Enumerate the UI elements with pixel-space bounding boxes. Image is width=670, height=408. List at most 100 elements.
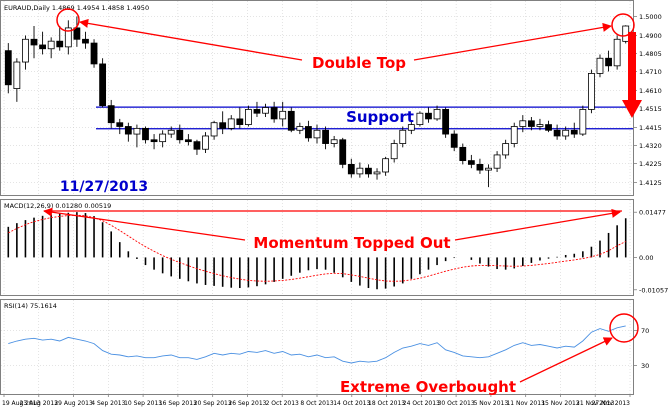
candle-body [545,124,552,131]
y-tick-label: 1.4225 [639,160,662,168]
x-tick-label: 19 Aug 2013 [2,400,41,407]
rsi-line [8,325,626,364]
double-top-label: Double Top [312,54,406,72]
candle-body [407,124,415,131]
candle-body [47,40,55,50]
x-tick-label: 16 Sep 2013 [159,400,197,407]
candle-body [502,143,510,156]
candle-body [570,129,578,135]
momentum-arrow-left [43,207,246,241]
candle-body [382,158,390,173]
candle-body [116,122,124,127]
candle-body [176,129,184,141]
overbought-label: Extreme Overbought [340,378,516,396]
candle-body [510,126,518,144]
double-top-arrow-right [413,22,612,61]
candle-body [124,126,132,135]
x-tick-label: 24 Oct 2013 [403,400,440,407]
candle-body [450,133,458,148]
candle-body [39,44,46,50]
x-tick-label: 23 Aug 2013 [20,400,59,407]
candle-body [416,112,424,125]
candle-body [262,107,269,114]
x-tick-label: 4 Sep 2013 [91,400,125,407]
macd-title: MACD(12,26,9) 0.01280 0.00519 [4,202,111,210]
x-tick-label: 29 Aug 2013 [54,400,93,407]
y-tick-label: 1.4805 [639,50,662,58]
candle-body [562,129,570,137]
candle-body [467,160,475,165]
candle-body [356,167,364,175]
candle-body [527,120,535,127]
double-top-right-circle [611,13,635,37]
candle-body [459,146,467,162]
overbought-circle [609,313,639,343]
candle-body [373,171,381,175]
candle-body [270,107,278,120]
rsi-series [8,325,626,364]
candle-body [579,109,587,135]
x-tick-label: 27 Nov 2013 [592,400,631,407]
candle-body [193,141,201,150]
candle-body [622,25,630,42]
candle-body [244,109,252,125]
candle-body [56,40,64,48]
x-tick-label: 11 Nov 2013 [506,400,545,407]
candle-body [159,133,167,143]
candle-body [90,42,98,65]
candle-body [536,124,544,127]
y-tick-label: 1.4900 [639,32,662,40]
candle-body [596,57,604,74]
candle-body [425,112,432,120]
y-tick-label: 1.4415 [639,124,662,132]
candle-body [485,167,492,171]
candle-body [279,110,287,120]
candle-body [219,122,227,129]
candle-body [313,129,321,139]
candle-body [142,127,149,141]
candle-body [167,129,175,135]
y-tick-label: 0.01477 [639,209,666,217]
x-tick-label: 21 Nov 2013 [576,400,615,407]
y-tick-label: 1.4515 [639,105,662,113]
candle-body [605,57,612,67]
candle-body [210,122,218,137]
candle-body [399,129,407,144]
candle-body [476,164,484,171]
double-top-left-circle [56,8,80,32]
candle-body [107,105,115,124]
candle-body [150,139,158,143]
y-tick-label: 1.4610 [639,87,662,95]
double-top-arrow-left [79,18,303,61]
candle-body [390,143,398,160]
candle-body [339,139,347,165]
x-tick-label: 30 Oct 2013 [438,400,475,407]
x-tick-label: 10 Sep 2013 [124,400,162,407]
candle-body [322,129,329,144]
candle-body [99,63,107,107]
candle-body [553,129,561,137]
macd-series [7,212,627,290]
candle-body [82,38,89,44]
candles [4,16,630,188]
candle-body [433,109,441,120]
candle-body [330,139,338,144]
support-lines [96,106,633,130]
candle-body [493,154,501,169]
x-tick-label: 5 Nov 2013 [474,400,509,407]
candle-body [347,164,355,175]
grid-lines [1,1,633,394]
support-label: Support [346,108,414,126]
date-label: 11/27/2013 [60,179,148,195]
candle-body [133,127,141,135]
x-tick-label: 18 Oct 2013 [368,400,405,407]
candle-body [22,38,29,63]
y-tick-label: 1.4710 [639,68,662,76]
y-tick-label: 0.00 [639,254,653,262]
candle-body [588,73,595,110]
candle-body [296,126,304,131]
x-tick-label: 26 Sep 2013 [228,400,266,407]
candle-body [73,27,81,40]
overbought-arrow [519,337,613,383]
